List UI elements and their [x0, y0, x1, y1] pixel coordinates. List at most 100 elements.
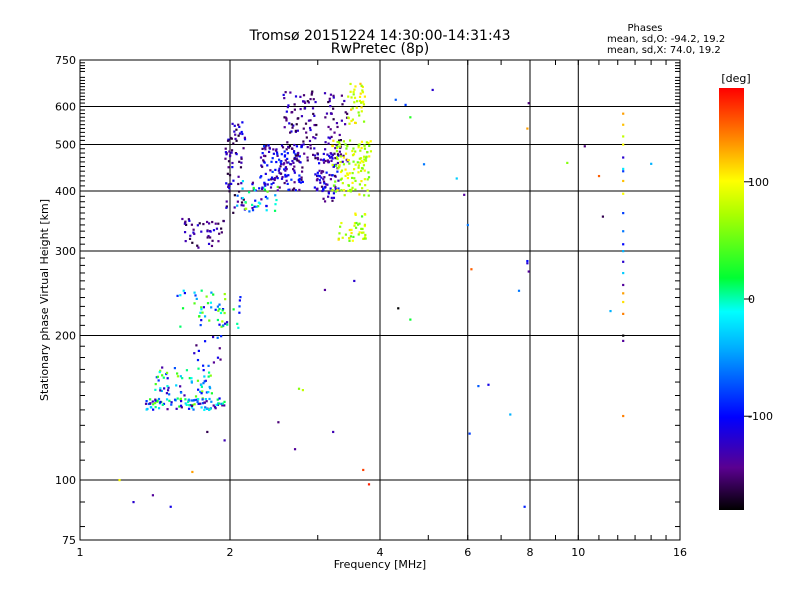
data-point	[366, 189, 369, 192]
data-point	[196, 244, 199, 247]
data-point	[298, 188, 301, 192]
data-point	[263, 183, 266, 186]
data-point	[166, 384, 169, 388]
data-point	[336, 153, 340, 156]
y-tick-label: 750	[55, 54, 76, 67]
data-point	[260, 175, 263, 178]
data-point	[197, 367, 200, 370]
data-point	[197, 397, 200, 401]
data-point	[279, 165, 282, 168]
data-point	[354, 213, 357, 216]
data-point	[240, 130, 243, 134]
data-point	[269, 169, 272, 172]
data-point	[331, 157, 334, 160]
data-point	[179, 385, 182, 388]
data-point	[363, 223, 367, 226]
data-point	[290, 130, 293, 133]
data-point	[243, 138, 247, 141]
data-point	[231, 161, 234, 165]
data-point	[330, 196, 333, 199]
data-point	[261, 186, 264, 189]
data-point	[287, 188, 290, 191]
data-point	[188, 377, 191, 380]
data-point	[357, 233, 360, 236]
data-point	[293, 165, 296, 168]
minor-ticks	[79, 59, 681, 540]
data-point	[190, 223, 194, 226]
data-point	[351, 149, 354, 153]
data-point	[157, 379, 160, 382]
data-point	[622, 260, 625, 263]
data-point	[622, 292, 625, 295]
data-point	[308, 126, 312, 130]
data-point	[314, 137, 317, 140]
data-point	[180, 391, 183, 394]
data-point	[300, 176, 303, 179]
data-point	[283, 162, 286, 165]
data-point	[293, 157, 296, 160]
data-point	[206, 302, 210, 305]
data-point	[238, 299, 241, 302]
data-point	[202, 364, 205, 367]
data-point	[279, 172, 283, 175]
data-point	[367, 176, 371, 179]
data-point	[228, 187, 231, 190]
data-point	[355, 100, 359, 103]
data-point	[224, 298, 227, 301]
data-point	[360, 140, 364, 143]
data-point	[271, 157, 274, 160]
data-point	[363, 213, 366, 216]
data-point	[470, 268, 473, 271]
data-point	[197, 388, 200, 391]
data-point	[291, 126, 294, 129]
data-point	[231, 122, 234, 125]
data-point	[234, 133, 237, 136]
data-point	[326, 160, 330, 163]
data-point	[294, 158, 297, 161]
colorbar-tick-label: -100	[748, 410, 773, 423]
data-point	[309, 119, 312, 122]
data-point	[349, 190, 352, 193]
data-point	[347, 189, 350, 193]
data-point	[348, 122, 351, 125]
data-point	[361, 187, 364, 190]
data-point	[154, 405, 157, 409]
y-tick-label: 75	[62, 534, 76, 547]
data-point	[359, 92, 362, 95]
data-point	[303, 100, 306, 103]
data-point	[221, 320, 224, 323]
data-point	[226, 139, 230, 142]
data-point	[297, 387, 301, 390]
data-point	[350, 108, 353, 111]
data-point	[329, 152, 332, 155]
data-point	[162, 402, 166, 406]
grid	[80, 60, 680, 540]
data-point	[176, 294, 179, 297]
data-point	[292, 161, 295, 164]
data-point	[363, 224, 366, 228]
data-point	[238, 160, 241, 163]
data-point	[340, 189, 343, 192]
data-point	[207, 375, 210, 378]
data-point	[340, 94, 343, 97]
data-point	[339, 139, 342, 142]
colorbar-gradient	[719, 88, 744, 510]
data-point	[361, 91, 365, 94]
data-point	[275, 175, 278, 178]
data-point	[262, 159, 265, 162]
data-point	[321, 170, 324, 173]
data-point	[328, 137, 332, 140]
data-point	[183, 231, 187, 234]
data-point	[183, 394, 186, 397]
data-point	[622, 192, 625, 195]
data-point	[207, 242, 211, 246]
data-point	[354, 150, 357, 153]
data-point	[289, 91, 292, 94]
data-point	[204, 379, 207, 382]
data-point	[358, 95, 362, 98]
data-point	[334, 157, 337, 160]
data-point	[225, 321, 229, 324]
data-point	[292, 150, 296, 153]
data-point	[350, 119, 353, 123]
x-tick-label: 2	[227, 546, 234, 559]
